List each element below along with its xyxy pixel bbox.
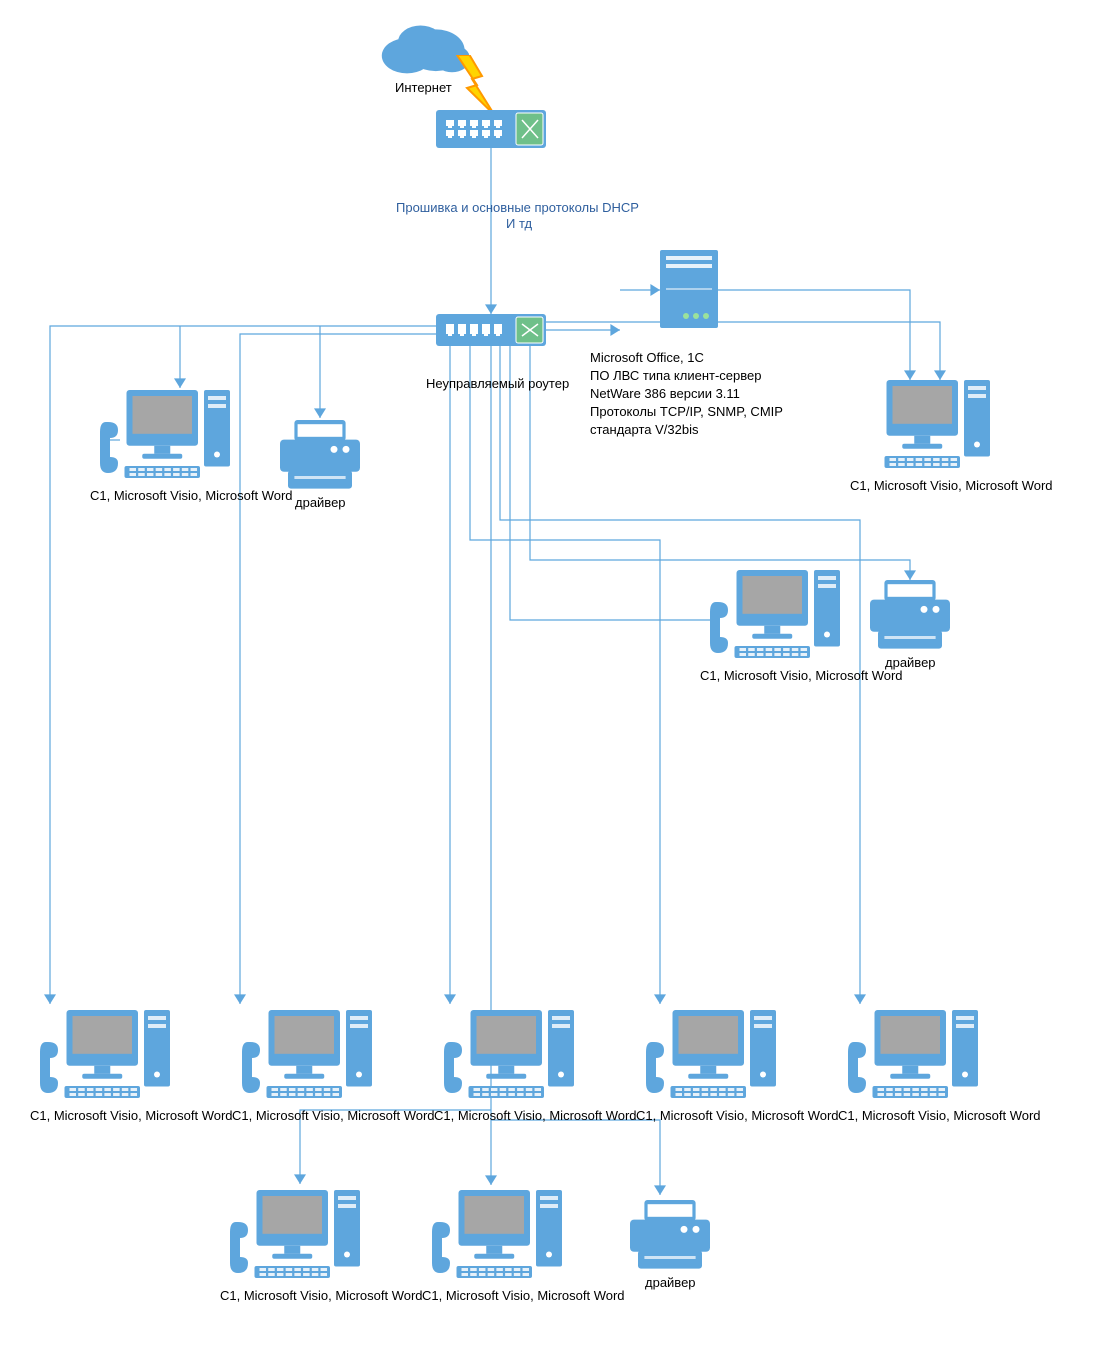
server-text-line-0: Microsoft Office, 1C <box>590 350 704 367</box>
server-text-line-2: NetWare 386 версии 3.11 <box>590 386 740 403</box>
phone-icon-left0 <box>100 420 122 480</box>
router-top-caption-2: И тд <box>506 216 532 233</box>
workstation-label-row1: C1, Microsoft Visio, Microsoft Word <box>232 1108 435 1125</box>
workstation-label-bot1: C1, Microsoft Visio, Microsoft Word <box>422 1288 625 1305</box>
workstation-label-left0: C1, Microsoft Visio, Microsoft Word <box>90 488 293 505</box>
workstation-bot0 <box>250 1190 380 1285</box>
phone-icon-bot1 <box>432 1220 454 1280</box>
workstation-row3 <box>666 1010 796 1105</box>
diagram-canvas: Интернет Прошивка и основные протоколы D… <box>0 0 1106 1352</box>
workstation-label-row0: C1, Microsoft Visio, Microsoft Word <box>30 1108 233 1125</box>
server-text-line-4: стандарта V/32bis <box>590 422 699 439</box>
switch-caption: Неуправляемый роутер <box>426 376 569 393</box>
router-top-caption-1: Прошивка и основные протоколы DHCP <box>396 200 639 217</box>
phone-icon-bot0 <box>230 1220 252 1280</box>
workstation-label-righttop0: C1, Microsoft Visio, Microsoft Word <box>850 478 1053 495</box>
workstation-label-row3: C1, Microsoft Visio, Microsoft Word <box>636 1108 839 1125</box>
router-top <box>436 110 546 153</box>
workstation-row1 <box>262 1010 392 1105</box>
phone-icon-row1 <box>242 1040 264 1100</box>
workstation-label-midr0: C1, Microsoft Visio, Microsoft Word <box>700 668 903 685</box>
phone-icon-row2 <box>444 1040 466 1100</box>
workstation-righttop0 <box>880 380 1010 475</box>
workstation-row0 <box>60 1010 190 1105</box>
workstation-row2 <box>464 1010 594 1105</box>
printer-bottom <box>630 1200 710 1275</box>
printer-label-midr: драйвер <box>885 655 936 672</box>
switch-icon <box>436 314 546 351</box>
server-icon <box>660 250 718 333</box>
workstation-bot1 <box>452 1190 582 1285</box>
phone-icon-midr0 <box>710 600 732 660</box>
workstation-row4 <box>868 1010 998 1105</box>
printer-label-left: драйвер <box>295 495 346 512</box>
workstation-label-bot0: C1, Microsoft Visio, Microsoft Word <box>220 1288 423 1305</box>
printer-left <box>280 420 360 495</box>
phone-icon-row4 <box>848 1040 870 1100</box>
server-text-line-1: ПО ЛВС типа клиент-сервер <box>590 368 762 385</box>
workstation-label-row2: C1, Microsoft Visio, Microsoft Word <box>434 1108 637 1125</box>
cloud-label: Интернет <box>395 80 452 97</box>
phone-icon-row0 <box>40 1040 62 1100</box>
workstation-left0 <box>120 390 250 485</box>
phone-icon-row3 <box>646 1040 668 1100</box>
printer-label-bottom: драйвер <box>645 1275 696 1292</box>
server-text-line-3: Протоколы TCP/IP, SNMP, CMIP <box>590 404 783 421</box>
printer-midr <box>870 580 950 655</box>
workstation-midr0 <box>730 570 860 665</box>
workstation-label-row4: C1, Microsoft Visio, Microsoft Word <box>838 1108 1041 1125</box>
